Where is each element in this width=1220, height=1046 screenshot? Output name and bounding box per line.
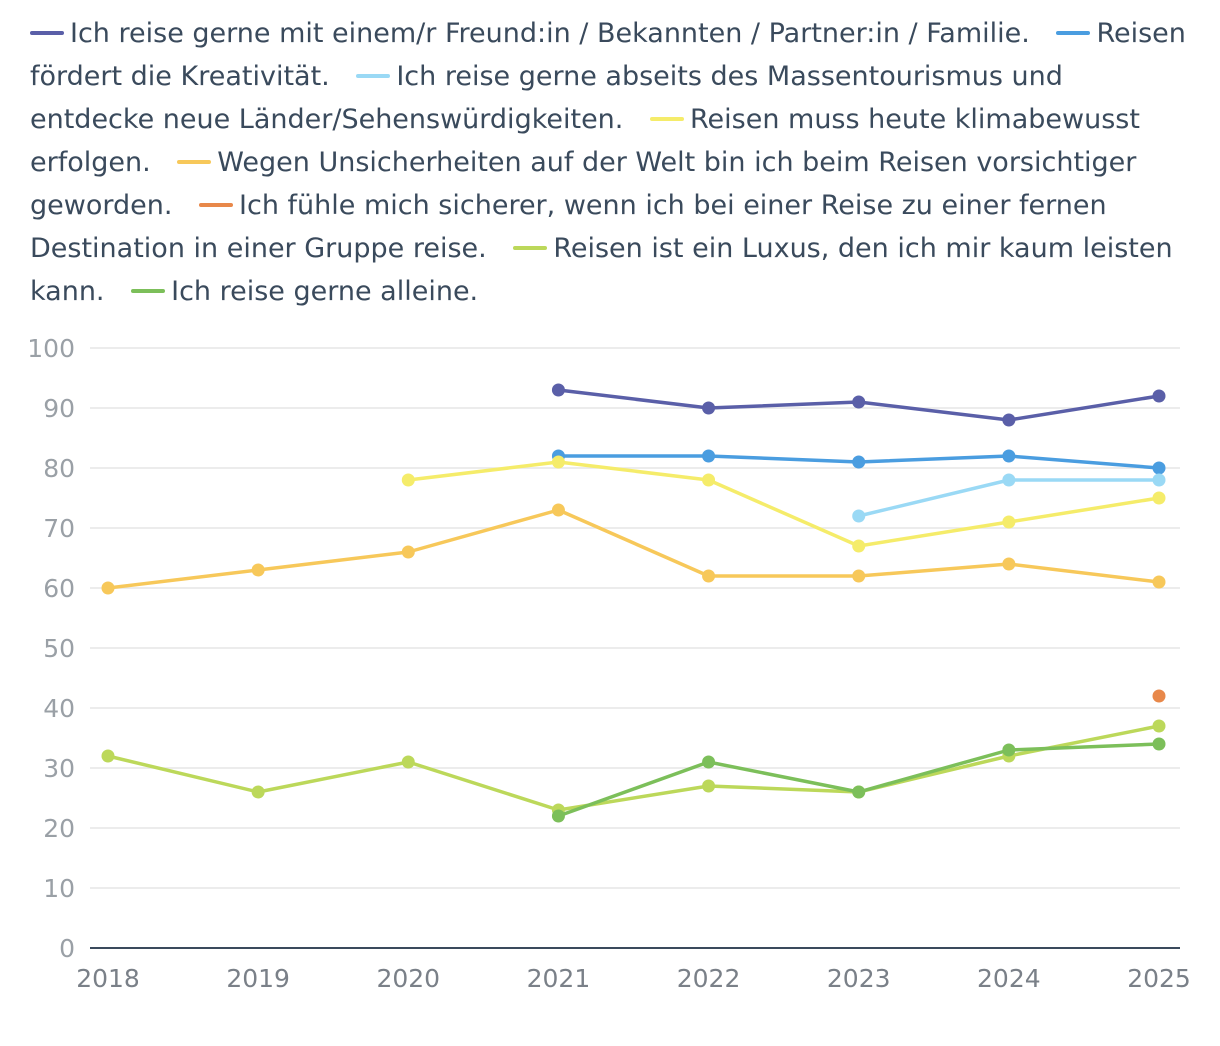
- legend-label: Reisen fördert die Kreativität.: [30, 18, 1186, 92]
- data-point: [852, 395, 866, 409]
- data-point: [852, 455, 866, 469]
- data-point: [1002, 413, 1016, 427]
- y-tick-label: 100: [27, 334, 75, 363]
- data-point: [1152, 689, 1166, 703]
- data-point: [1152, 461, 1166, 475]
- x-tick-label: 2024: [977, 964, 1041, 993]
- data-point: [852, 785, 866, 799]
- y-tick-label: 40: [43, 694, 75, 723]
- data-point: [401, 473, 415, 487]
- series-4: [401, 455, 1166, 553]
- data-point: [101, 581, 115, 595]
- data-point: [852, 539, 866, 553]
- y-tick-label: 0: [59, 934, 75, 963]
- data-point: [852, 569, 866, 583]
- legend-swatch: [649, 116, 684, 121]
- x-tick-label: 2022: [677, 964, 741, 993]
- data-point: [852, 509, 866, 523]
- data-point: [1002, 473, 1016, 487]
- legend-swatch: [356, 73, 391, 78]
- data-point: [702, 569, 716, 583]
- series-line: [556, 742, 1161, 818]
- data-point: [702, 779, 716, 793]
- legend-item[interactable]: Reisen muss heute klimabewusst erfolgen.: [30, 104, 1140, 178]
- legend-swatch: [177, 159, 212, 164]
- x-tick-label: 2018: [76, 964, 140, 993]
- data-point: [702, 473, 716, 487]
- y-tick-label: 70: [43, 514, 75, 543]
- data-point: [551, 455, 565, 469]
- x-tick-label: 2020: [376, 964, 440, 993]
- series-line: [106, 724, 1161, 812]
- legend: Ich reise gerne mit einem/r Freund:in / …: [30, 12, 1190, 313]
- data-point: [551, 383, 565, 397]
- legend-swatch: [1056, 30, 1091, 35]
- data-point: [1152, 389, 1166, 403]
- data-point: [1002, 449, 1016, 463]
- data-point: [101, 749, 115, 763]
- data-point: [1002, 743, 1016, 757]
- data-point: [702, 755, 716, 769]
- series-5: [101, 503, 1166, 595]
- legend-item[interactable]: Ich reise gerne mit einem/r Freund:in / …: [30, 18, 1048, 49]
- data-point: [1152, 719, 1166, 733]
- data-point: [702, 401, 716, 415]
- legend-item[interactable]: Ich fühle mich sicherer, wenn ich bei ei…: [30, 190, 1107, 264]
- y-tick-label: 50: [43, 634, 75, 663]
- y-tick-label: 20: [43, 814, 75, 843]
- legend-swatch: [199, 202, 234, 207]
- data-point: [401, 755, 415, 769]
- y-tick-label: 30: [43, 754, 75, 783]
- data-point: [1152, 473, 1166, 487]
- series-line: [106, 508, 1161, 590]
- legend-label: Reisen muss heute klimabewusst erfolgen.: [30, 104, 1140, 178]
- data-point: [702, 449, 716, 463]
- data-point: [1152, 737, 1166, 751]
- series-2: [551, 449, 1166, 475]
- data-point: [1152, 491, 1166, 505]
- x-tick-label: 2023: [827, 964, 891, 993]
- legend-item[interactable]: Ich reise gerne alleine.: [131, 276, 496, 307]
- legend-item[interactable]: Wegen Unsicherheiten auf der Welt bin ic…: [30, 147, 1136, 221]
- data-point: [1152, 575, 1166, 589]
- legend-label: Wegen Unsicherheiten auf der Welt bin ic…: [30, 147, 1137, 221]
- data-point: [251, 785, 265, 799]
- legend-label: Ich reise gerne mit einem/r Freund:in / …: [70, 18, 1030, 49]
- y-tick-label: 90: [43, 394, 75, 423]
- legend-label: Ich fühle mich sicherer, wenn ich bei ei…: [30, 190, 1107, 264]
- series-3: [852, 473, 1166, 523]
- legend-swatch: [131, 288, 166, 293]
- legend-item[interactable]: Reisen fördert die Kreativität.: [30, 18, 1186, 92]
- series-8: [551, 737, 1166, 823]
- series-1: [551, 383, 1166, 427]
- data-point: [1002, 557, 1016, 571]
- legend-label: Ich reise gerne alleine.: [171, 276, 479, 307]
- legend-swatch: [513, 245, 548, 250]
- data-point: [551, 503, 565, 517]
- y-tick-label: 80: [43, 454, 75, 483]
- series-line: [406, 460, 1161, 548]
- x-tick-label: 2019: [226, 964, 290, 993]
- data-point: [1002, 515, 1016, 529]
- data-point: [551, 809, 565, 823]
- data-point: [251, 563, 265, 577]
- data-point: [401, 545, 415, 559]
- legend-item[interactable]: Ich reise gerne abseits des Massentouris…: [30, 61, 1063, 135]
- legend-item[interactable]: Reisen ist ein Luxus, den ich mir kaum l…: [30, 233, 1173, 307]
- legend-label: Ich reise gerne abseits des Massentouris…: [30, 61, 1063, 135]
- x-tick-label: 2021: [527, 964, 591, 993]
- x-tick-label: 2025: [1127, 964, 1191, 993]
- legend-swatch: [30, 30, 64, 35]
- y-tick-label: 10: [43, 874, 75, 903]
- legend-label: Reisen ist ein Luxus, den ich mir kaum l…: [30, 233, 1173, 307]
- series-6: [1152, 689, 1166, 703]
- y-tick-label: 60: [43, 574, 75, 603]
